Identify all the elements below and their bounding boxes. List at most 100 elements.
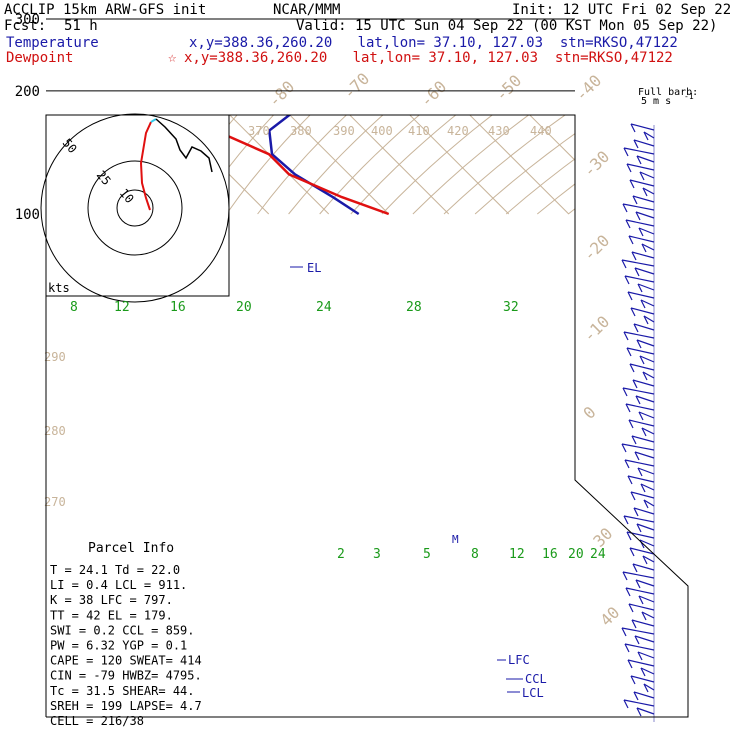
isotherm-label: -30: [579, 147, 613, 181]
wind-barb: [627, 291, 655, 299]
lcl-label: LCL: [522, 686, 544, 700]
wind-barb: [633, 323, 655, 331]
temperature-legend-label: Temperature: [6, 35, 99, 51]
wind-barb: [630, 675, 655, 683]
wind-barb: [623, 515, 655, 523]
mixing-ratio-label: 16: [542, 547, 558, 562]
wind-barb: [636, 523, 655, 531]
wind-barb: [641, 611, 655, 619]
wind-barb-flag: [641, 427, 647, 437]
wind-barb-flag: [636, 523, 642, 533]
mixing-ratio-label: 12: [509, 547, 525, 562]
pressure-tick-label: 100: [15, 207, 40, 223]
mixing-ratio-line: [376, 0, 548, 91]
wind-barb-flag: [628, 235, 634, 245]
wind-barb-flag: [642, 187, 648, 197]
theta-label: 290: [44, 350, 66, 364]
wind-barb-flag: [637, 467, 643, 477]
wind-barb-flag: [630, 675, 636, 685]
wind-barb-flag: [633, 691, 639, 701]
wind-barb: [631, 251, 655, 259]
dry-adiabat: [599, 115, 688, 215]
mixing-ratio-label: 8: [70, 300, 78, 315]
dewpoint-legend-label: Dewpoint: [6, 50, 74, 66]
wind-barb-flag: [641, 611, 647, 621]
pressure-tick-label: 200: [15, 84, 40, 100]
mixing-ratio-label: 24: [590, 547, 606, 562]
theta-label: 440: [530, 124, 552, 138]
wind-barb-flag: [626, 163, 632, 173]
wind-barb-flag: [643, 315, 649, 325]
mixing-ratio-line: [545, 0, 688, 91]
wind-barb-flag: [636, 339, 642, 349]
wind-barb: [635, 211, 655, 219]
wind-barb-flag: [624, 643, 630, 653]
temperature-profile: [268, 115, 555, 216]
parcel-info-row: LI = 0.4 LCL = 911.: [50, 578, 187, 592]
theta-label: 380: [290, 124, 312, 138]
wind-barb: [623, 331, 655, 339]
wind-barb: [636, 339, 655, 347]
dry-adiabat: [412, 115, 688, 215]
wind-barb: [629, 547, 655, 555]
wind-legend-units: 5 m s: [641, 96, 671, 107]
theta-label: 420: [447, 124, 469, 138]
theta-label: 410: [408, 124, 430, 138]
wind-barb-flag: [627, 291, 633, 301]
wind-barb-flag: [621, 443, 627, 453]
wind-barb-flag: [638, 411, 644, 421]
wind-barb-flag: [631, 251, 637, 261]
wind-barb: [641, 243, 655, 251]
wind-barb-flag: [641, 243, 647, 253]
wind-barb-flag: [627, 659, 633, 669]
mixing-ratio-label: 20: [236, 300, 252, 315]
model-title: ACCLIP 15km ARW-GFS init: [4, 2, 207, 18]
theta-label: 270: [44, 495, 66, 509]
wind-barb-flag: [625, 587, 631, 597]
wind-barb: [638, 227, 655, 235]
dewpoint-star-icon: ☆: [168, 50, 177, 66]
wind-barb-flag: [632, 379, 638, 389]
mixing-ratio-line: [578, 0, 715, 91]
wind-barb: [643, 499, 655, 507]
parcel-info-row: SWI = 0.2 CCL = 859.: [50, 623, 195, 637]
isotherm-label: -10: [579, 312, 613, 346]
wind-barb-flag: [633, 323, 639, 333]
fcst-value: 51 h: [64, 18, 98, 34]
wind-barb-flag: [640, 667, 646, 677]
isotherm-label: -70: [339, 69, 373, 103]
wind-barb: [643, 131, 655, 139]
wind-barb: [643, 315, 655, 323]
mixing-ratio-line: [418, 0, 583, 91]
wind-barb: [637, 467, 655, 475]
wind-barb-flag: [633, 507, 639, 517]
mixing-ratio-label: 20: [568, 547, 584, 562]
wind-barb-flag: [626, 347, 632, 357]
wind-barb: [639, 171, 655, 179]
wind-barb: [624, 275, 655, 283]
theta-label: 370: [248, 124, 270, 138]
wind-barb-flag: [635, 211, 641, 221]
mixing-ratio-label: 5: [423, 547, 431, 562]
wind-barb-flag: [643, 131, 649, 141]
wind-barb: [640, 667, 655, 675]
mixing-ratio-line: [592, 0, 726, 91]
wind-barb: [628, 603, 655, 611]
wind-barb: [642, 555, 655, 563]
wind-barb: [622, 387, 655, 395]
isotherm-label: -40: [571, 71, 605, 105]
wind-barb-flag: [637, 283, 643, 293]
wind-barb: [641, 427, 655, 435]
dry-adiabat: [443, 115, 688, 215]
hodograph-units: kts: [48, 281, 70, 295]
wind-barb: [630, 491, 655, 499]
hodograph-ring: [116, 189, 154, 227]
wind-barb: [629, 363, 655, 371]
isotherm-line: [90, 115, 510, 215]
wind-barb-flag: [621, 259, 627, 269]
wind-barb-flag: [622, 571, 628, 581]
mixing-ratio-label: 12: [114, 300, 130, 315]
wind-barb-flag: [625, 403, 631, 413]
parcel-info-row: PW = 6.32 YGP = 0.1: [50, 639, 187, 653]
